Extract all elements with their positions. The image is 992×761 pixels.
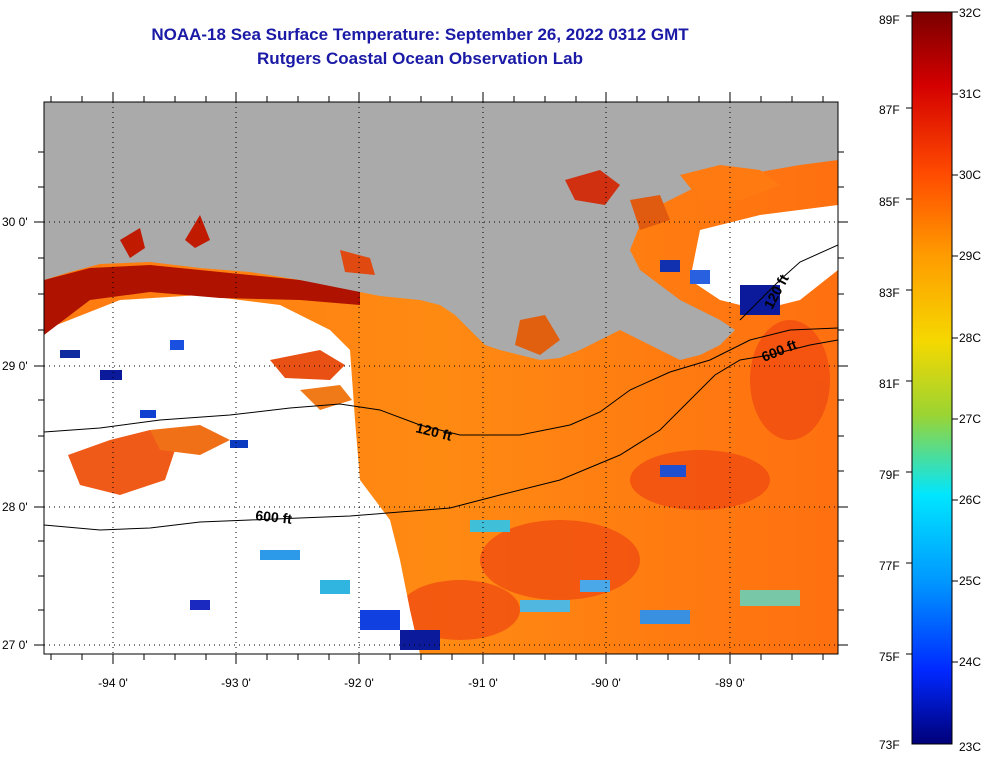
- colorbar: [911, 11, 953, 745]
- cloud-area-east: [690, 205, 838, 310]
- cb-label-83f: 83F: [879, 286, 900, 300]
- cb-label-87f: 87F: [879, 103, 900, 117]
- coastal-warm-band: [44, 265, 360, 335]
- cb-label-32c: 32C: [959, 6, 981, 20]
- cb-label-75f: 75F: [879, 650, 900, 664]
- cloud-area-west: [44, 295, 420, 654]
- cold-patches: [60, 260, 800, 650]
- contour-120ft: [44, 327, 838, 436]
- cb-label-85f: 85F: [879, 195, 900, 209]
- colorbar-ticks: [906, 11, 958, 663]
- cb-label-31c: 31C: [959, 87, 981, 101]
- lat-label-29: 29 0': [2, 359, 28, 373]
- cb-label-26c: 26C: [959, 493, 981, 507]
- land-louisiana: [44, 102, 838, 360]
- lon-label-90: -90 0': [591, 676, 621, 690]
- lat-label-28: 28 0': [2, 500, 28, 514]
- cb-label-28c: 28C: [959, 331, 981, 345]
- map-subtitle: Rutgers Coastal Ocean Observation Lab: [257, 49, 583, 68]
- contour-600ft: [44, 339, 838, 531]
- lon-label-91: -91 0': [468, 676, 498, 690]
- map-title: NOAA-18 Sea Surface Temperature: Septemb…: [151, 25, 689, 44]
- graticule: [44, 102, 838, 654]
- cb-label-30c: 30C: [959, 168, 981, 182]
- cb-label-25c: 25C: [959, 574, 981, 588]
- cb-label-81f: 81F: [879, 377, 900, 391]
- cb-label-29c: 29C: [959, 249, 981, 263]
- map-frame: [43, 101, 839, 655]
- depth-contours: [44, 244, 838, 531]
- cb-label-23c: 23C: [959, 740, 981, 754]
- contour-north: [739, 244, 838, 321]
- axis-ticks: [34, 92, 848, 664]
- contour-label-600ft-west: 600 ft: [255, 507, 293, 527]
- lat-label-27: 27 0': [2, 638, 28, 652]
- cb-label-27c: 27C: [959, 412, 981, 426]
- cb-label-73f: 73F: [879, 738, 900, 752]
- cb-label-24c: 24C: [959, 655, 981, 669]
- cb-label-77f: 77F: [879, 559, 900, 573]
- lon-label-93: -93 0': [221, 676, 251, 690]
- lon-label-94: -94 0': [98, 676, 128, 690]
- cb-label-79f: 79F: [879, 468, 900, 482]
- sst-image: 120 ft 600 ft 600 ft 120 ft: [44, 102, 838, 654]
- lat-label-30: 30 0': [2, 215, 28, 229]
- cb-label-89f: 89F: [879, 13, 900, 27]
- coastal-features: [120, 165, 780, 355]
- lon-label-89: -89 0': [715, 676, 745, 690]
- lon-label-92: -92 0': [344, 676, 374, 690]
